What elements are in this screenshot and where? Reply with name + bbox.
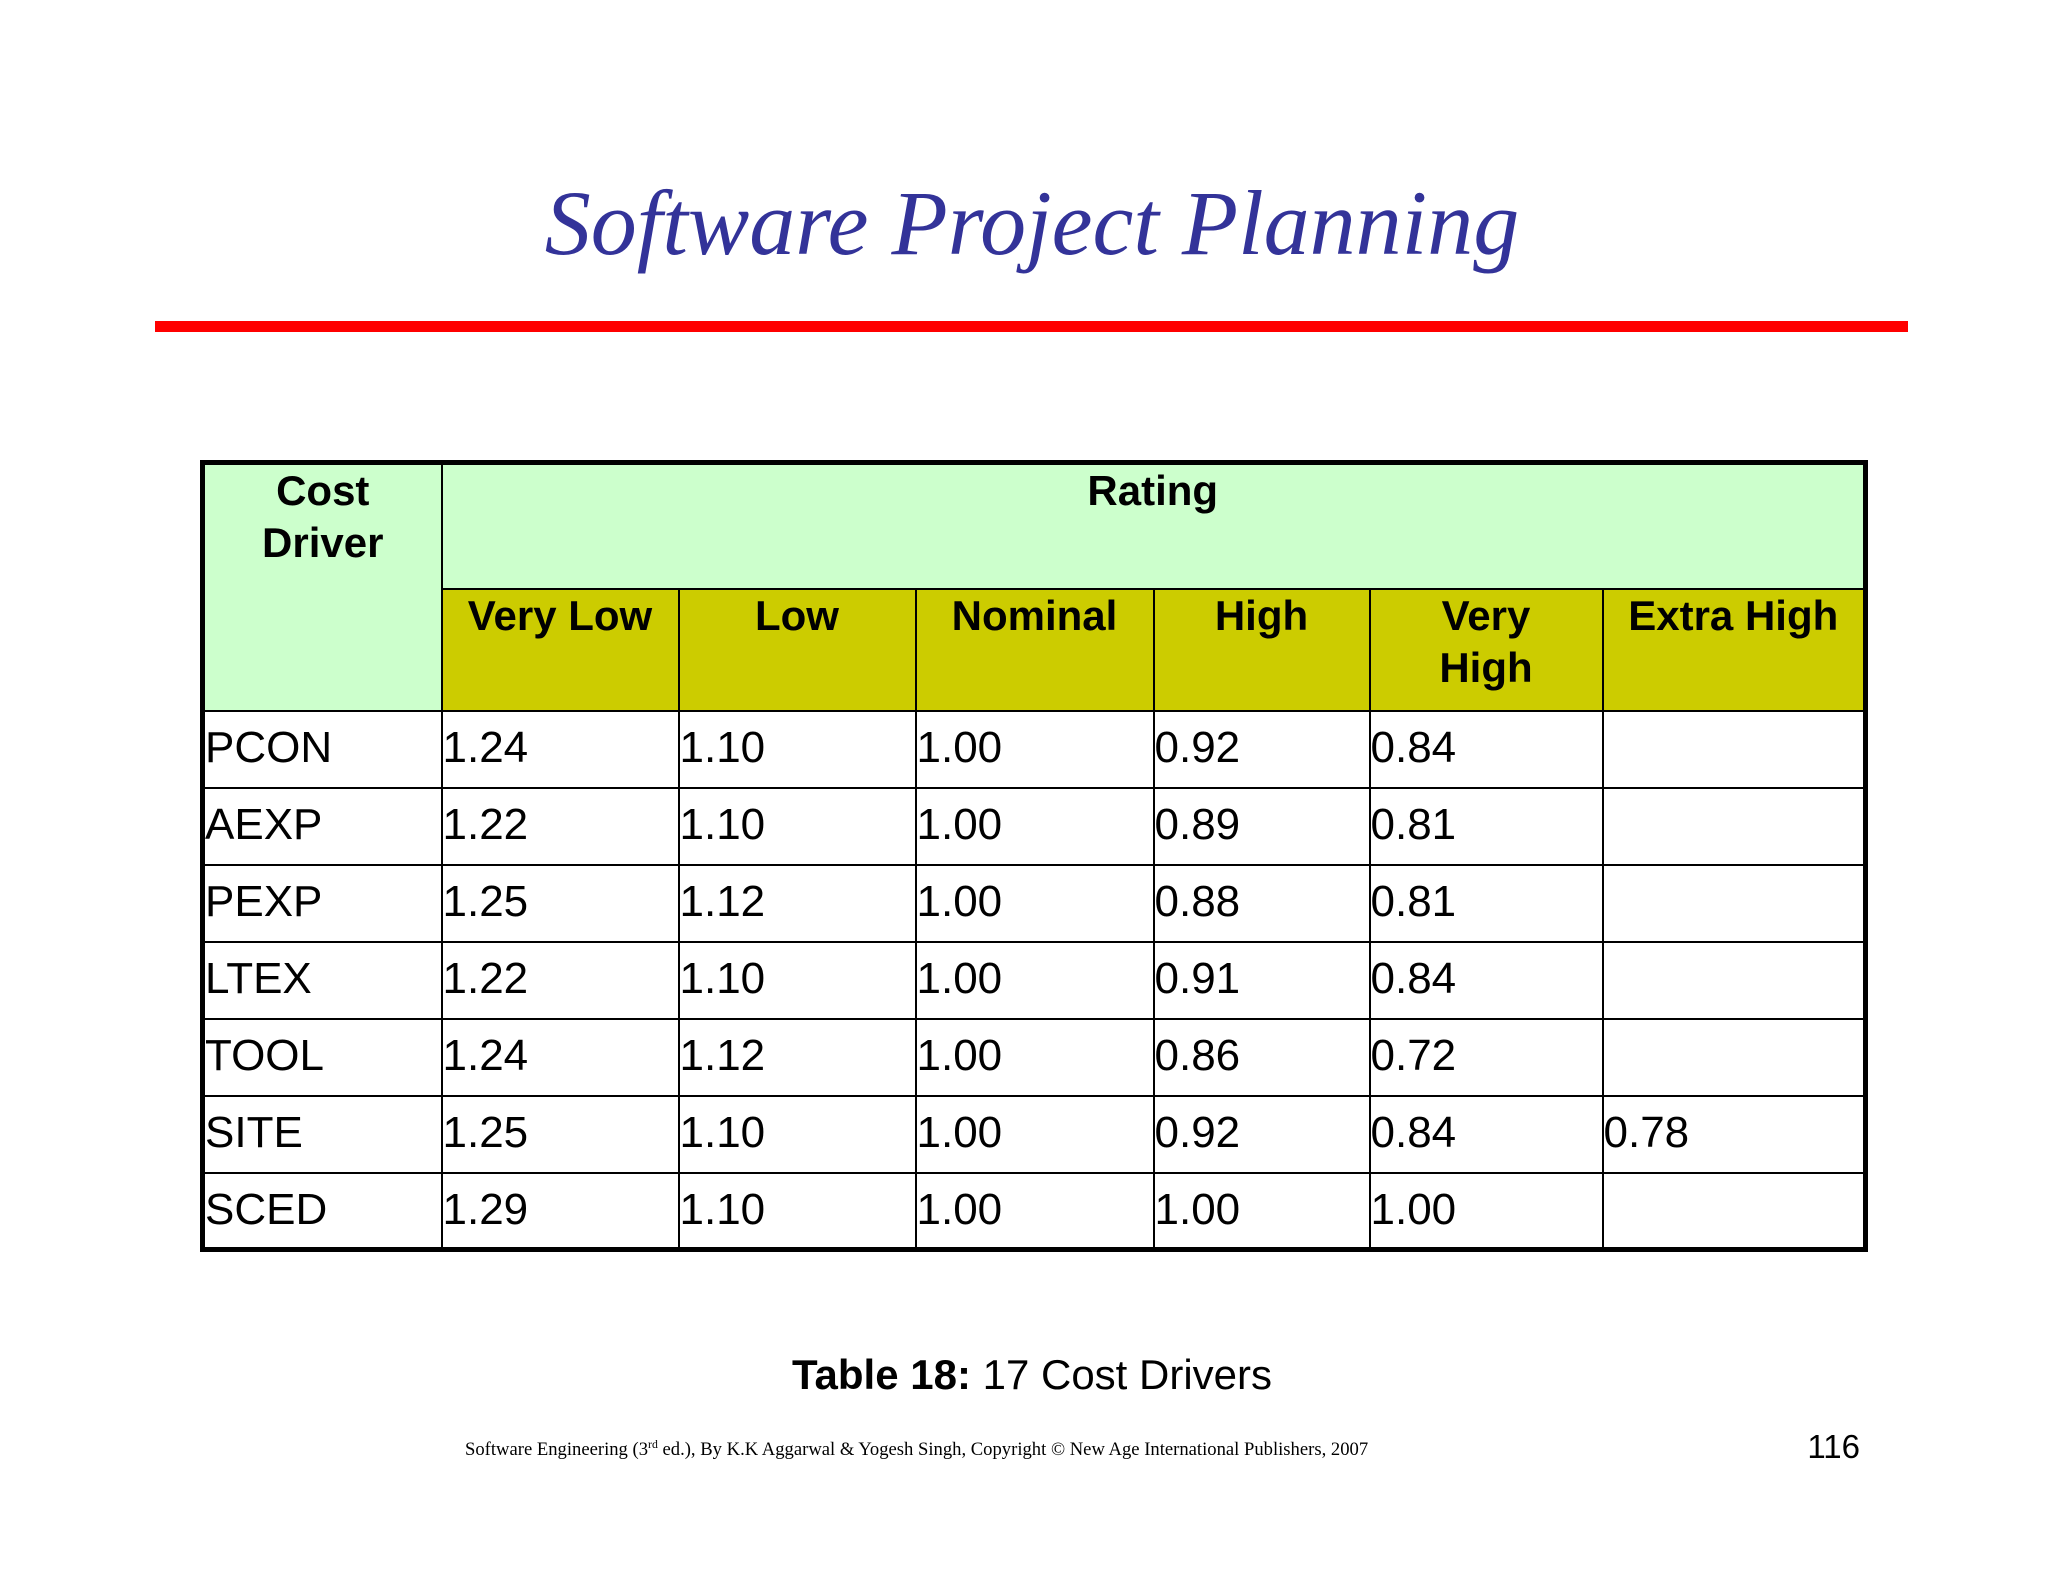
rating-value: 1.24 [440,709,680,789]
rating-value: 1.00 [914,940,1155,1020]
column-header-very-low: Very Low [440,587,680,712]
credit-text-end: ed.), By K.K Aggarwal & Yogesh Singh, Co… [657,1439,1369,1460]
driver-name: PEXP [201,863,443,943]
rating-value: 1.25 [440,863,680,943]
rating-value: 1.00 [914,1017,1155,1097]
rating-value: 1.00 [914,1171,1155,1251]
table-row: LTEX 1.22 1.10 1.00 0.91 0.84 [201,940,1867,1020]
rating-value [1601,1171,1867,1251]
rating-value: 0.92 [1152,1094,1371,1174]
header-row-group: Cost Driver Rating [201,461,1867,712]
rating-value: 1.10 [677,940,917,1020]
column-header-nominal: Nominal [914,587,1155,712]
driver-name: SCED [201,1171,443,1251]
rating-value: 1.00 [914,1094,1155,1174]
driver-name: AEXP [201,786,443,866]
rating-value: 0.91 [1152,940,1371,1020]
rating-value: 1.00 [914,709,1155,789]
title-divider [155,321,1908,332]
table-row: PEXP 1.25 1.12 1.00 0.88 0.81 [201,863,1867,943]
header-row-levels: Very Low Low Nominal High Very High Extr… [203,587,1867,712]
table-row: AEXP 1.22 1.10 1.00 0.89 0.81 [201,786,1867,866]
rating-value: 1.10 [677,709,917,789]
rating-value: 0.81 [1368,863,1604,943]
page-number: 116 [1807,1428,1860,1465]
rating-value: 1.12 [677,863,917,943]
driver-name: PCON [201,709,443,789]
driver-name: SITE [201,1094,443,1174]
table-row: SITE 1.25 1.10 1.00 0.92 0.84 0.78 [201,1094,1867,1174]
rating-value: 1.10 [677,786,917,866]
rating-value: 1.25 [440,1094,680,1174]
rating-value: 0.89 [1152,786,1371,866]
rating-value: 0.84 [1368,940,1604,1020]
table-row: SCED 1.29 1.10 1.00 1.00 1.00 [201,1171,1867,1251]
rating-value: 0.84 [1368,709,1604,789]
column-header-rating: Rating [440,461,1867,590]
rating-value: 0.88 [1152,863,1371,943]
rating-value: 0.84 [1368,1094,1604,1174]
slide-title: Software Project Planning [544,172,1520,274]
column-header-cost-driver: Cost Driver [201,461,443,712]
cost-driver-label: Cost Driver [262,467,384,566]
rating-value: 1.12 [677,1017,917,1097]
very-high-label: Very High [1439,591,1533,691]
rating-value [1601,786,1867,866]
footer-credit: Software Engineering (3rd ed.), By K.K A… [465,1438,1368,1462]
caption-label: Table 18: [791,1351,971,1398]
rating-value: 1.22 [440,940,680,1020]
rating-value [1601,1017,1867,1097]
rating-value: 0.81 [1368,786,1604,866]
credit-text-start: Software Engineering (3 [465,1439,649,1460]
cost-drivers-table: Cost Driver Rating Very Low Low Nominal … [200,460,1868,1252]
column-header-low: Low [677,587,917,712]
table-caption: Table 18: 17 Cost Drivers [0,1350,2048,1400]
driver-name: LTEX [201,940,443,1020]
rating-value: 0.92 [1152,709,1371,789]
rating-value [1601,863,1867,943]
driver-name: TOOL [201,1017,443,1097]
rating-value: 1.29 [440,1171,680,1251]
rating-value: 0.86 [1152,1017,1371,1097]
table-row: TOOL 1.24 1.12 1.00 0.86 0.72 [201,1017,1867,1097]
credit-superscript: rd [648,1437,658,1451]
rating-value: 1.00 [1152,1171,1371,1251]
rating-value [1601,709,1867,789]
rating-value: 1.10 [677,1094,917,1174]
rating-value: 1.24 [440,1017,680,1097]
rating-value: 1.00 [914,786,1155,866]
rating-value: 0.72 [1368,1017,1604,1097]
rating-value: 0.78 [1601,1094,1867,1174]
rating-value: 1.00 [914,863,1155,943]
column-header-very-high: Very High [1368,587,1604,712]
rating-value: 1.10 [677,1171,917,1251]
rating-value: 1.00 [1368,1171,1604,1251]
column-header-high: High [1152,587,1371,712]
rating-value: 1.22 [440,786,680,866]
column-header-extra-high: Extra High [1601,587,1867,712]
rating-value [1601,940,1867,1020]
table-row: PCON 1.24 1.10 1.00 0.92 0.84 [201,709,1867,789]
caption-text: 17 Cost Drivers [970,1351,1273,1398]
